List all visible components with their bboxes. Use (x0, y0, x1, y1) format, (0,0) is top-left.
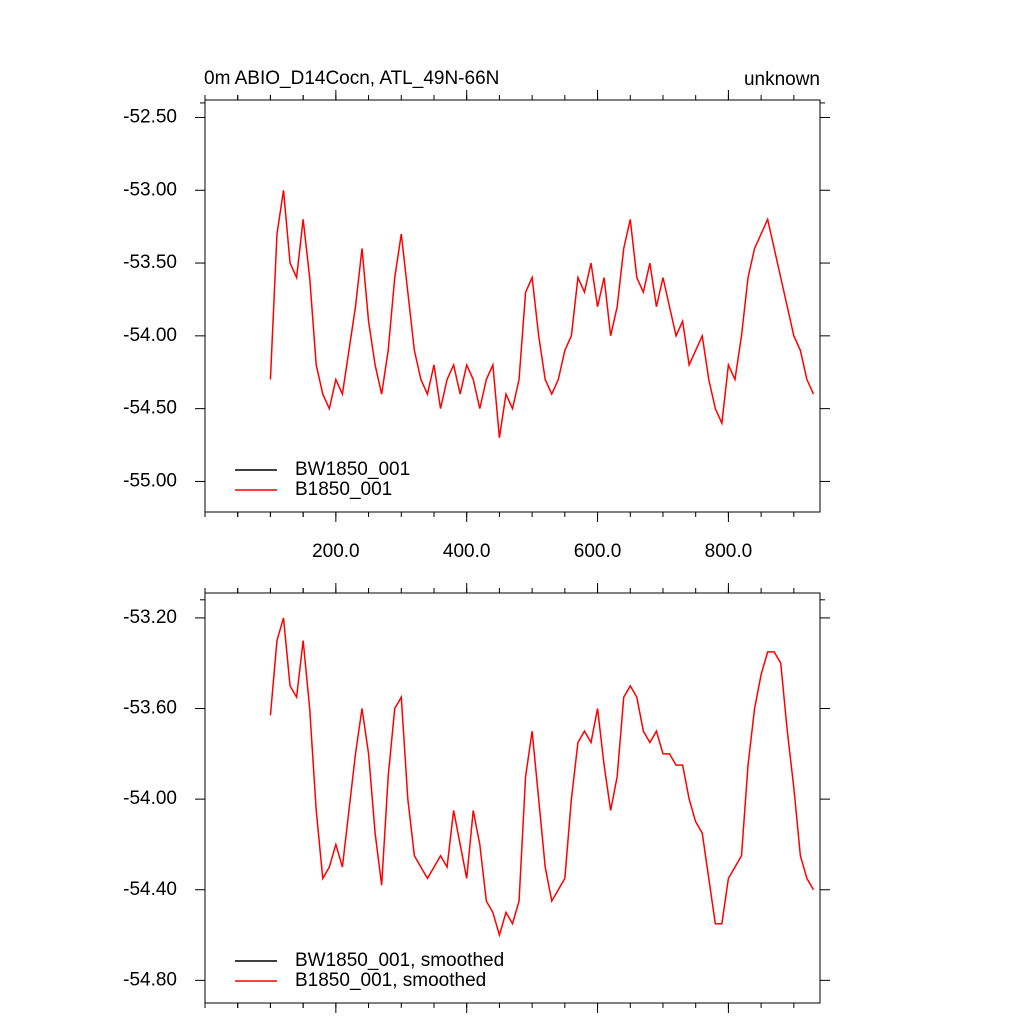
legend-label: BW1850_001, smoothed (295, 950, 504, 971)
plot-panel: -52.50 -53.00 -53.50 -54.00 -54.50 -55.00 200.… (123, 90, 830, 562)
x-tick-label: 800.0 (705, 541, 753, 562)
y-tick-label: -54.00 (123, 788, 177, 809)
legend-label: BW1850_001 (295, 459, 410, 480)
y-tick-label: -53.50 (123, 252, 177, 273)
plot-frame (204, 99, 821, 513)
plot-panel: -53.20 -53.60 -54.00 -54.40 -54.80 (123, 583, 830, 1013)
y-tick-label: -52.50 (123, 106, 177, 127)
data-line (269, 190, 815, 438)
y-tick-label: -55.00 (123, 470, 177, 491)
chart-title: 0m ABIO_D14Cocn, ATL_49N-66N (204, 68, 499, 89)
data-line (269, 617, 815, 938)
chart-subtitle: unknown (744, 69, 820, 90)
y-tick-label: -54.50 (123, 398, 177, 419)
y-tick-label: -54.00 (123, 325, 177, 346)
y-tick-label: -54.80 (123, 969, 177, 990)
x-tick-label: 400.0 (443, 541, 491, 562)
y-tick-label: -53.20 (123, 607, 177, 628)
y-tick-label: -53.60 (123, 698, 177, 719)
x-tick-label: 600.0 (574, 541, 622, 562)
x-tick-label: 200.0 (312, 541, 360, 562)
y-tick-label: -54.40 (123, 879, 177, 900)
legend-label: B1850_001 (295, 479, 392, 500)
plot-frame (204, 592, 821, 1004)
legend-label: B1850_001, smoothed (295, 970, 486, 991)
y-tick-label: -53.00 (123, 179, 177, 200)
